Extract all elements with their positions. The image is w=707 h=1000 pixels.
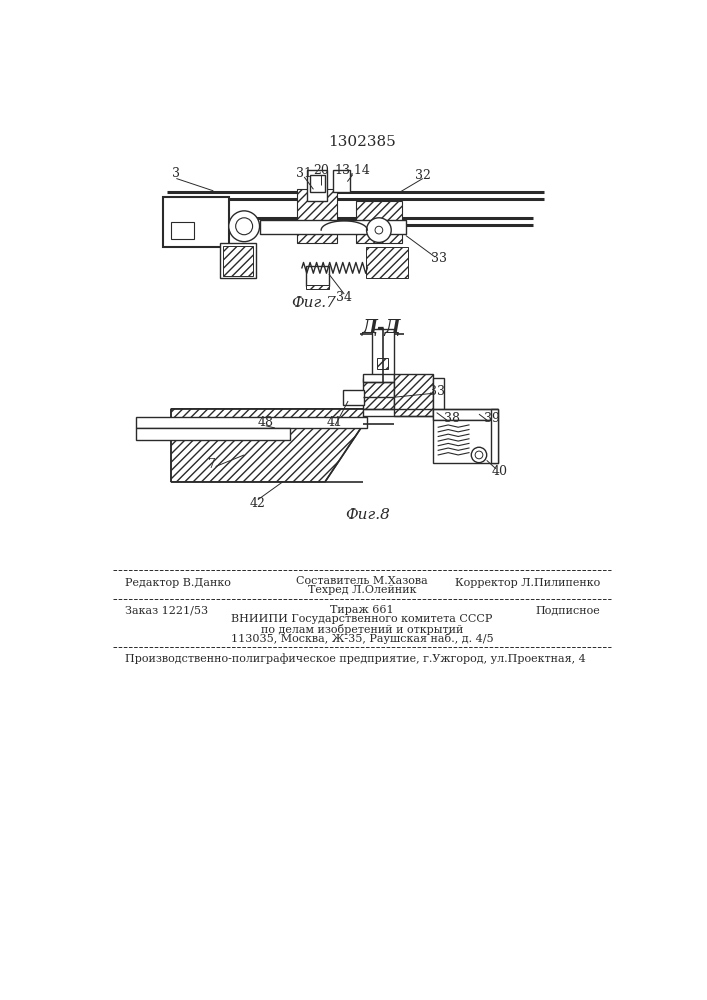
Text: Д-Д: Д-Д [361, 319, 401, 337]
Bar [219, 243, 257, 278]
Bar [433, 409, 498, 420]
Bar [433, 378, 444, 420]
Circle shape [366, 218, 391, 242]
Text: Подписное: Подписное [535, 605, 600, 615]
Bar [491, 409, 498, 463]
Bar [310, 175, 325, 192]
Text: 34: 34 [337, 291, 352, 304]
Text: 32: 32 [415, 169, 431, 182]
Bar [305, 266, 329, 286]
Text: Заказ 1221/53: Заказ 1221/53 [125, 605, 208, 615]
Text: Редактор В.Данко: Редактор В.Данко [125, 578, 230, 588]
Bar [356, 201, 402, 243]
Text: Корректор Л.Пилипенко: Корректор Л.Пилипенко [455, 578, 600, 588]
Text: 20: 20 [313, 164, 329, 177]
Text: 7: 7 [208, 458, 216, 471]
Text: 33: 33 [428, 385, 445, 398]
Text: Фиг.7: Фиг.7 [291, 296, 336, 310]
Polygon shape [171, 409, 363, 482]
Bar [136, 417, 368, 428]
Bar [136, 428, 291, 440]
Text: 41: 41 [327, 416, 343, 429]
Bar [366, 247, 408, 278]
Bar [395, 374, 433, 416]
Text: ВНИИПИ Государственного комитета СССР: ВНИИПИ Государственного комитета СССР [231, 614, 493, 624]
Bar [433, 420, 498, 463]
Text: 31: 31 [296, 167, 312, 180]
Text: Тираж 661: Тираж 661 [330, 605, 394, 615]
Bar [296, 189, 337, 243]
Bar [377, 358, 388, 369]
Circle shape [229, 211, 259, 242]
Text: Производственно-полиграфическое предприятие, г.Ужгород, ул.Проектная, 4: Производственно-полиграфическое предприя… [125, 653, 585, 664]
Bar [363, 378, 395, 409]
Circle shape [472, 447, 486, 463]
Text: 42: 42 [250, 497, 266, 510]
Text: 39: 39 [484, 412, 500, 425]
Bar [308, 170, 327, 201]
Text: Фиг.8: Фиг.8 [345, 508, 390, 522]
Text: Составитель М.Хазова: Составитель М.Хазова [296, 576, 428, 586]
Text: 13,14: 13,14 [335, 164, 370, 177]
Bar [372, 329, 394, 382]
Bar [343, 389, 364, 405]
Text: 48: 48 [258, 416, 274, 429]
Text: 33: 33 [431, 252, 447, 265]
Bar [305, 285, 329, 289]
Bar [223, 246, 253, 276]
Text: по делам изобретений и открытий: по делам изобретений и открытий [261, 624, 463, 635]
Text: 38: 38 [444, 412, 460, 425]
Bar [363, 374, 395, 382]
Text: Техред Л.Олейник: Техред Л.Олейник [308, 585, 416, 595]
Text: 40: 40 [492, 465, 508, 478]
Bar [259, 220, 406, 234]
Bar [163, 197, 229, 247]
Text: 1302385: 1302385 [328, 135, 396, 149]
Bar [333, 170, 350, 192]
Text: 113035, Москва, Ж-35, Раушская наб., д. 4/5: 113035, Москва, Ж-35, Раушская наб., д. … [230, 633, 493, 644]
Text: 3: 3 [173, 167, 180, 180]
Bar [171, 222, 194, 239]
